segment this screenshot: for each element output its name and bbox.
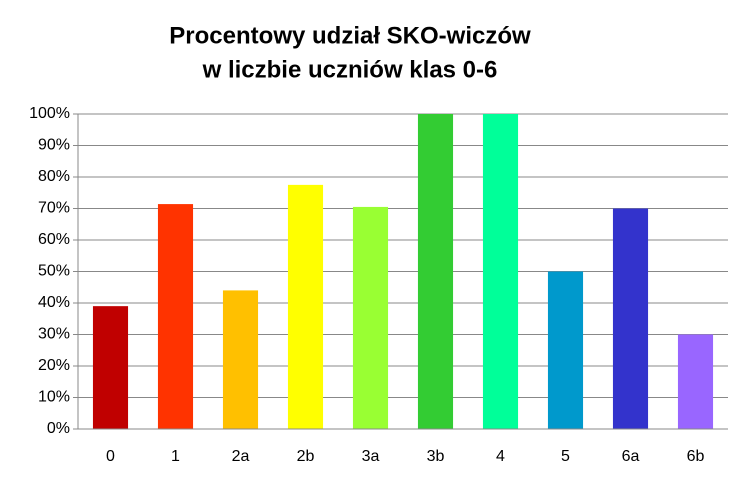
y-tick-label: 90% xyxy=(38,137,70,154)
chart-title: w liczbie uczniów klas 0-6 xyxy=(202,56,498,83)
x-tick-label: 0 xyxy=(106,448,115,465)
y-tick-label: 70% xyxy=(38,200,70,217)
bar xyxy=(352,206,389,429)
x-tick-label: 5 xyxy=(561,448,570,465)
bar xyxy=(482,114,519,429)
y-tick-label: 50% xyxy=(38,263,70,280)
y-tick-label: 0% xyxy=(47,420,70,437)
bar xyxy=(287,184,324,429)
x-tick-label: 6a xyxy=(622,448,640,465)
bar xyxy=(547,271,584,429)
y-tick-label: 40% xyxy=(38,294,70,311)
bar xyxy=(222,290,259,429)
y-tick-label: 30% xyxy=(38,326,70,343)
y-tick-label: 100% xyxy=(29,105,70,122)
y-tick-label: 10% xyxy=(38,389,70,406)
y-tick-label: 80% xyxy=(38,168,70,185)
bar xyxy=(417,114,454,429)
x-tick-label: 2a xyxy=(232,448,250,465)
x-tick-label: 4 xyxy=(496,448,505,465)
bar xyxy=(92,306,129,429)
y-tick-label: 60% xyxy=(38,231,70,248)
bar xyxy=(612,208,649,429)
x-tick-label: 6b xyxy=(687,448,705,465)
bar xyxy=(157,204,194,429)
bar xyxy=(677,334,714,429)
y-tick-label: 20% xyxy=(38,357,70,374)
chart-title: Procentowy udział SKO-wiczów xyxy=(169,22,531,49)
x-tick-label: 2b xyxy=(297,448,315,465)
x-tick-label: 3a xyxy=(362,448,380,465)
x-tick-label: 3b xyxy=(427,448,445,465)
x-tick-label: 1 xyxy=(171,448,180,465)
